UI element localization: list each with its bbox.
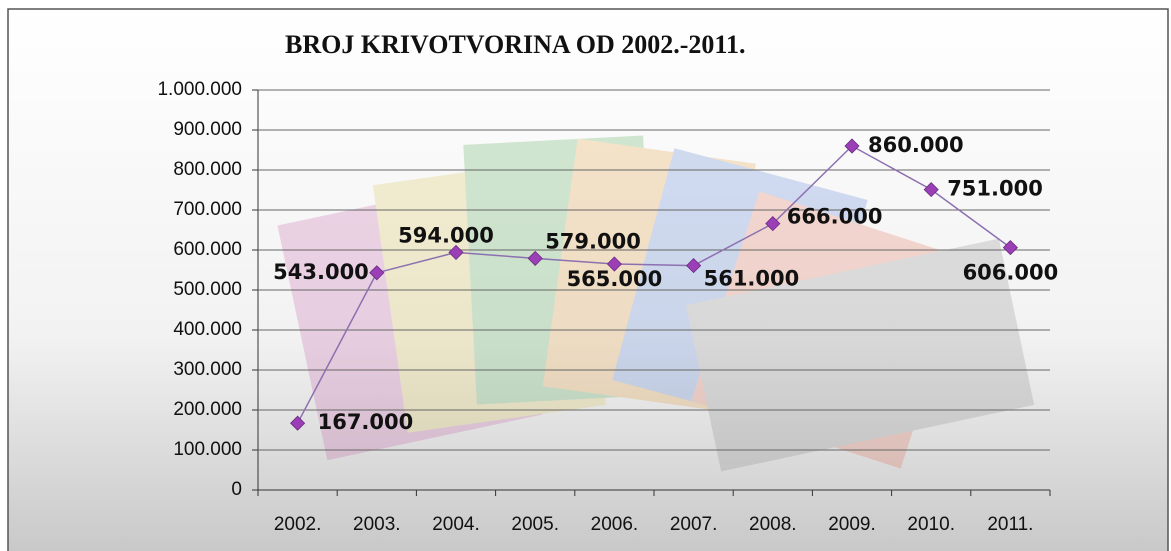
chart: BROJ KRIVOTVORINA OD 2002.-2011. 0 100.00… bbox=[0, 0, 1171, 551]
x-tick-label: 2011. bbox=[987, 514, 1033, 535]
x-tick-label: 2004. bbox=[432, 514, 480, 535]
x-tick-label: 2005. bbox=[511, 514, 559, 535]
y-tick-label: 1.000.000 bbox=[157, 79, 242, 100]
x-tick-label: 2008. bbox=[749, 514, 797, 535]
chart-title: BROJ KRIVOTVORINA OD 2002.-2011. bbox=[285, 30, 746, 59]
data-label: 860.000 bbox=[868, 133, 964, 157]
x-tick-label: 2002. bbox=[274, 514, 322, 535]
y-tick-label: 0 bbox=[231, 479, 242, 500]
data-label: 606.000 bbox=[963, 261, 1059, 285]
x-tick-label: 2003. bbox=[353, 514, 401, 535]
y-tick-label: 600.000 bbox=[173, 239, 242, 260]
y-tick-label: 200.000 bbox=[173, 399, 242, 420]
data-label: 594.000 bbox=[398, 223, 494, 247]
x-tick-label: 2010. bbox=[907, 514, 955, 535]
y-tick-label: 100.000 bbox=[173, 439, 242, 460]
data-label: 565.000 bbox=[567, 267, 663, 291]
y-tick-label: 900.000 bbox=[173, 119, 242, 140]
x-tick-label: 2006. bbox=[591, 514, 639, 535]
data-label: 561.000 bbox=[704, 267, 800, 291]
page: BROJ KRIVOTVORINA OD 2002.-2011. 0 100.00… bbox=[0, 0, 1171, 551]
y-tick-label: 400.000 bbox=[173, 319, 242, 340]
x-tick-label: 2009. bbox=[828, 514, 876, 535]
y-tick-label: 300.000 bbox=[173, 359, 242, 380]
data-label: 167.000 bbox=[318, 410, 414, 434]
data-label: 543.000 bbox=[273, 260, 369, 284]
y-tick-label: 700.000 bbox=[173, 199, 242, 220]
y-tick-label: 800.000 bbox=[173, 159, 242, 180]
data-label: 751.000 bbox=[947, 177, 1043, 201]
x-tick-label: 2007. bbox=[670, 514, 718, 535]
data-label: 579.000 bbox=[545, 229, 641, 253]
data-label: 666.000 bbox=[787, 205, 883, 229]
y-tick-label: 500.000 bbox=[173, 279, 242, 300]
